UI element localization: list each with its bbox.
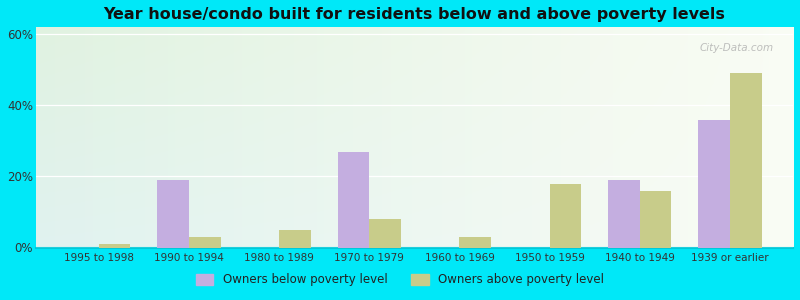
Bar (698, 120, 730, 248)
Bar (459, 237, 491, 248)
Bar (730, 74, 762, 248)
Legend: Owners below poverty level, Owners above poverty level: Owners below poverty level, Owners above… (191, 269, 609, 291)
Bar (189, 237, 221, 248)
Bar (370, 219, 401, 248)
Bar (338, 152, 370, 248)
Bar (158, 180, 189, 248)
Text: City-Data.com: City-Data.com (700, 43, 774, 53)
Title: Year house/condo built for residents below and above poverty levels: Year house/condo built for residents bel… (103, 7, 726, 22)
Bar (640, 191, 671, 248)
Bar (99, 244, 130, 247)
Bar (550, 184, 581, 248)
Bar (279, 230, 310, 248)
Bar (608, 180, 640, 248)
